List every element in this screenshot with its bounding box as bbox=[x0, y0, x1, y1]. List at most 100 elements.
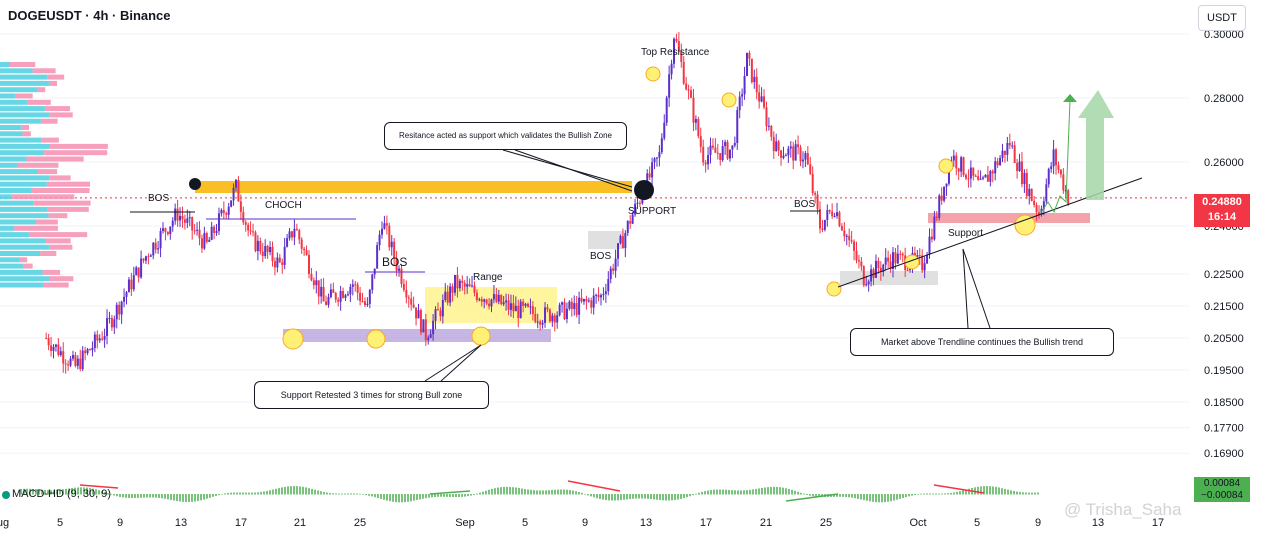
volume-bar-down bbox=[21, 125, 30, 130]
candle-body bbox=[171, 220, 174, 227]
candle-body bbox=[651, 162, 654, 178]
candle-body bbox=[638, 202, 641, 204]
candle-body bbox=[356, 284, 359, 293]
macd-bar bbox=[242, 492, 244, 495]
macd-bar bbox=[26, 488, 28, 495]
candle-body bbox=[497, 294, 500, 302]
candle-body bbox=[726, 141, 729, 159]
macd-bar bbox=[185, 494, 187, 503]
candle-body bbox=[507, 300, 510, 310]
macd-bar bbox=[530, 489, 532, 495]
candle-body bbox=[694, 118, 697, 123]
candle-body bbox=[444, 291, 447, 300]
candle-body bbox=[857, 260, 860, 262]
swing-circle bbox=[471, 326, 491, 346]
candle-body bbox=[947, 164, 950, 184]
callout-resistance-support: Resitance acted as support which validat… bbox=[384, 122, 627, 150]
macd-bar bbox=[941, 493, 943, 495]
candle-body bbox=[225, 213, 228, 215]
candle-body bbox=[814, 193, 817, 195]
candle-body bbox=[273, 261, 276, 268]
candle-body bbox=[546, 307, 549, 310]
volume-bar-down bbox=[36, 219, 58, 225]
x-tick-label: 13 bbox=[1092, 517, 1104, 529]
macd-bar bbox=[125, 494, 127, 498]
candle-body bbox=[850, 240, 853, 242]
macd-bar bbox=[251, 492, 253, 495]
candle-body bbox=[439, 310, 442, 317]
candle-body bbox=[845, 235, 848, 237]
candle-body bbox=[872, 269, 875, 278]
small-arrow-head bbox=[1063, 94, 1077, 102]
macd-bar bbox=[332, 493, 334, 495]
macd-bar bbox=[146, 494, 148, 498]
candle-body bbox=[1059, 169, 1062, 175]
candle-body bbox=[685, 83, 688, 90]
candle-body bbox=[697, 118, 700, 137]
candle-body bbox=[575, 303, 578, 315]
candle-body bbox=[967, 178, 970, 180]
candle-body bbox=[828, 210, 831, 212]
currency-unit-button[interactable]: USDT bbox=[1198, 5, 1246, 31]
macd-bar bbox=[245, 492, 247, 495]
macd-bar bbox=[422, 494, 424, 499]
candle-body bbox=[531, 306, 534, 315]
macd-bar bbox=[23, 488, 25, 495]
volume-bar-down bbox=[27, 99, 51, 105]
candle-body bbox=[733, 142, 736, 146]
macd-bar bbox=[851, 494, 853, 498]
candle-body bbox=[329, 289, 332, 298]
macd-bar bbox=[557, 489, 559, 495]
candle-body bbox=[879, 267, 882, 272]
macd-bar bbox=[509, 486, 511, 495]
macd-bar bbox=[326, 492, 328, 495]
candle-body bbox=[991, 171, 994, 174]
macd-bar bbox=[473, 494, 475, 495]
candle-body bbox=[395, 258, 398, 271]
candle-body bbox=[663, 122, 666, 139]
macd-bar bbox=[680, 494, 682, 499]
macd-bar bbox=[794, 490, 796, 495]
macd-bar bbox=[275, 488, 277, 495]
candle-body bbox=[945, 183, 948, 187]
candle-body bbox=[130, 279, 133, 290]
candle-body bbox=[400, 268, 403, 284]
macd-bar bbox=[986, 486, 988, 495]
candle-body bbox=[371, 274, 374, 290]
macd-bar bbox=[416, 494, 418, 501]
candle-body bbox=[551, 315, 554, 322]
macd-bar bbox=[695, 493, 697, 495]
candle-body bbox=[673, 38, 675, 64]
macd-bar bbox=[398, 494, 400, 503]
volume-bar-down bbox=[47, 206, 89, 212]
swing-circle bbox=[282, 328, 304, 350]
x-tick-label: 5 bbox=[57, 517, 63, 529]
candle-body bbox=[524, 303, 527, 306]
volume-bar-up bbox=[0, 238, 46, 244]
macd-label[interactable]: MACD-HD (9, 30, 9) bbox=[12, 488, 112, 500]
x-tick-label: Sep bbox=[455, 517, 475, 529]
macd-bar bbox=[287, 486, 289, 495]
candle-body bbox=[473, 285, 476, 293]
macd-bar bbox=[1004, 488, 1006, 495]
macd-bar bbox=[92, 488, 94, 495]
volume-bar-up bbox=[0, 244, 50, 250]
volume-bar-down bbox=[44, 106, 71, 112]
macd-bar bbox=[686, 494, 688, 498]
candle-body bbox=[276, 257, 279, 268]
candle-body bbox=[242, 211, 245, 223]
volume-bar-down bbox=[48, 213, 68, 219]
candle-body bbox=[580, 297, 583, 302]
callout-trendline: Market above Trendline continues the Bul… bbox=[850, 328, 1114, 356]
y-tick-label: 0.18500 bbox=[1204, 397, 1244, 409]
volume-bar-up bbox=[0, 118, 41, 124]
macd-bar bbox=[707, 490, 709, 495]
volume-bar-up bbox=[0, 175, 50, 181]
candle-body bbox=[928, 236, 931, 255]
volume-profile bbox=[0, 62, 108, 288]
symbol-title[interactable]: DOGEUSDT · 4h · Binance bbox=[8, 8, 171, 23]
candle-body bbox=[247, 224, 250, 231]
candle-body bbox=[1018, 161, 1021, 172]
macd-bar bbox=[149, 494, 151, 498]
